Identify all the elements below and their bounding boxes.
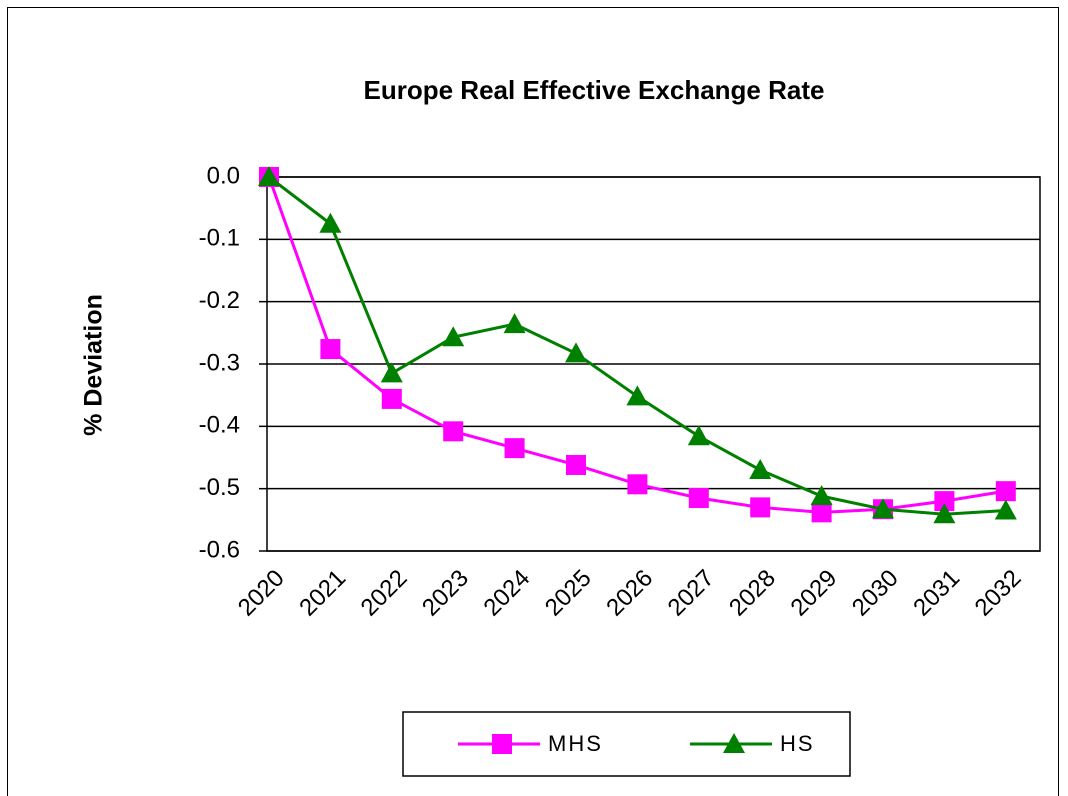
marker xyxy=(320,339,341,360)
marker xyxy=(750,497,771,518)
marker xyxy=(258,166,280,186)
y-tick-label: -0.2 xyxy=(199,287,240,314)
marker xyxy=(319,212,342,233)
marker xyxy=(933,503,956,524)
marker xyxy=(994,499,1017,520)
marker xyxy=(872,498,894,519)
marker xyxy=(995,481,1016,502)
chart-border xyxy=(7,7,1059,796)
marker xyxy=(442,326,465,347)
marker xyxy=(934,491,955,512)
plot-frame xyxy=(266,176,1041,552)
marker xyxy=(810,485,833,506)
marker xyxy=(503,313,526,334)
marker xyxy=(492,734,512,754)
y-tick-label: -0.5 xyxy=(199,474,240,501)
legend-label: MHS xyxy=(548,731,603,756)
chart-title: Europe Real Effective Exchange Rate xyxy=(364,75,825,105)
y-axis-title: % Deviation xyxy=(80,294,108,436)
marker xyxy=(443,421,464,442)
y-tick-label: -0.6 xyxy=(199,536,240,563)
marker xyxy=(687,425,710,446)
y-tick-label: -0.4 xyxy=(199,412,240,439)
marker xyxy=(380,362,403,383)
marker xyxy=(749,458,772,479)
marker xyxy=(688,488,709,509)
marker xyxy=(381,388,402,409)
marker xyxy=(626,385,649,406)
marker xyxy=(723,733,745,753)
marker xyxy=(811,502,832,523)
legend-label: HS xyxy=(780,731,815,756)
marker xyxy=(566,454,586,475)
marker xyxy=(504,438,525,459)
y-tick-label: -0.1 xyxy=(199,225,240,252)
y-tick-label: -0.3 xyxy=(199,349,240,376)
marker xyxy=(565,342,587,363)
marker xyxy=(627,474,648,495)
y-tick-label: 0.0 xyxy=(207,162,240,189)
